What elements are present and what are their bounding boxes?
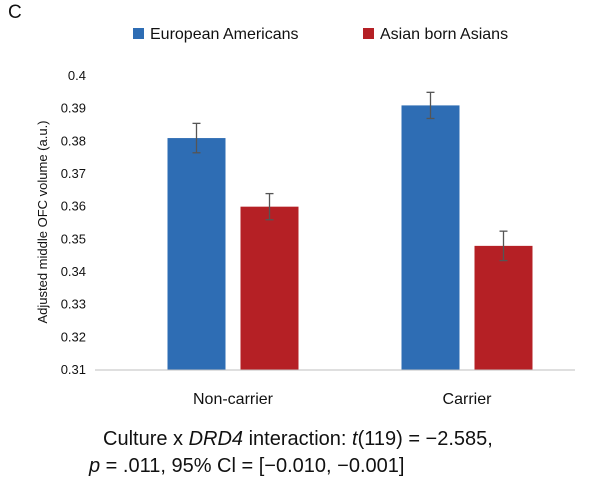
- stats-line-1: Culture x DRD4 interaction: t(119) = −2.…: [103, 428, 493, 450]
- y-tick-label: 0.35: [61, 231, 86, 246]
- error-bar: [499, 230, 508, 262]
- legend-label: Asian born Asians: [380, 26, 508, 43]
- bar-european: [167, 138, 226, 370]
- y-tick-label: 0.34: [61, 264, 86, 279]
- error-bar: [265, 192, 274, 221]
- y-tick-label: 0.38: [61, 133, 86, 148]
- y-tick-label: 0.4: [68, 68, 86, 83]
- error-bar: [192, 122, 201, 154]
- y-tick-label: 0.31: [61, 362, 86, 377]
- bars: [167, 105, 533, 371]
- bar-european: [401, 105, 460, 371]
- legend: European Americans Asian born Asians: [133, 26, 508, 43]
- error-bars: [192, 91, 508, 262]
- bar-asian: [240, 206, 299, 370]
- y-axis-label: Adjusted middle OFC volume (a.u.): [35, 120, 50, 323]
- x-axis-categories: Non-carrier Carrier: [193, 391, 492, 408]
- y-tick-label: 0.36: [61, 199, 86, 214]
- legend-swatch-asian: [363, 28, 374, 39]
- error-bar: [426, 91, 435, 120]
- y-axis-ticks: 0.31 0.32 0.33 0.34 0.35 0.36 0.37 0.38 0.39 0.4: [61, 68, 86, 377]
- legend-swatch-european: [133, 28, 144, 39]
- y-tick-label: 0.32: [61, 329, 86, 344]
- legend-label: European Americans: [150, 26, 299, 43]
- bar-chart: European Americans Asian born Asians Adju…: [35, 26, 575, 408]
- stats-line-2: p = .011, 95% Cl = [−0.010, −0.001]: [89, 455, 405, 477]
- panel-label: C: [8, 2, 22, 23]
- y-tick-label: 0.33: [61, 297, 86, 312]
- x-category-label: Carrier: [443, 391, 493, 408]
- y-tick-label: 0.37: [61, 166, 86, 181]
- bar-asian: [474, 245, 533, 370]
- y-tick-label: 0.39: [61, 101, 86, 116]
- x-category-label: Non-carrier: [193, 391, 274, 408]
